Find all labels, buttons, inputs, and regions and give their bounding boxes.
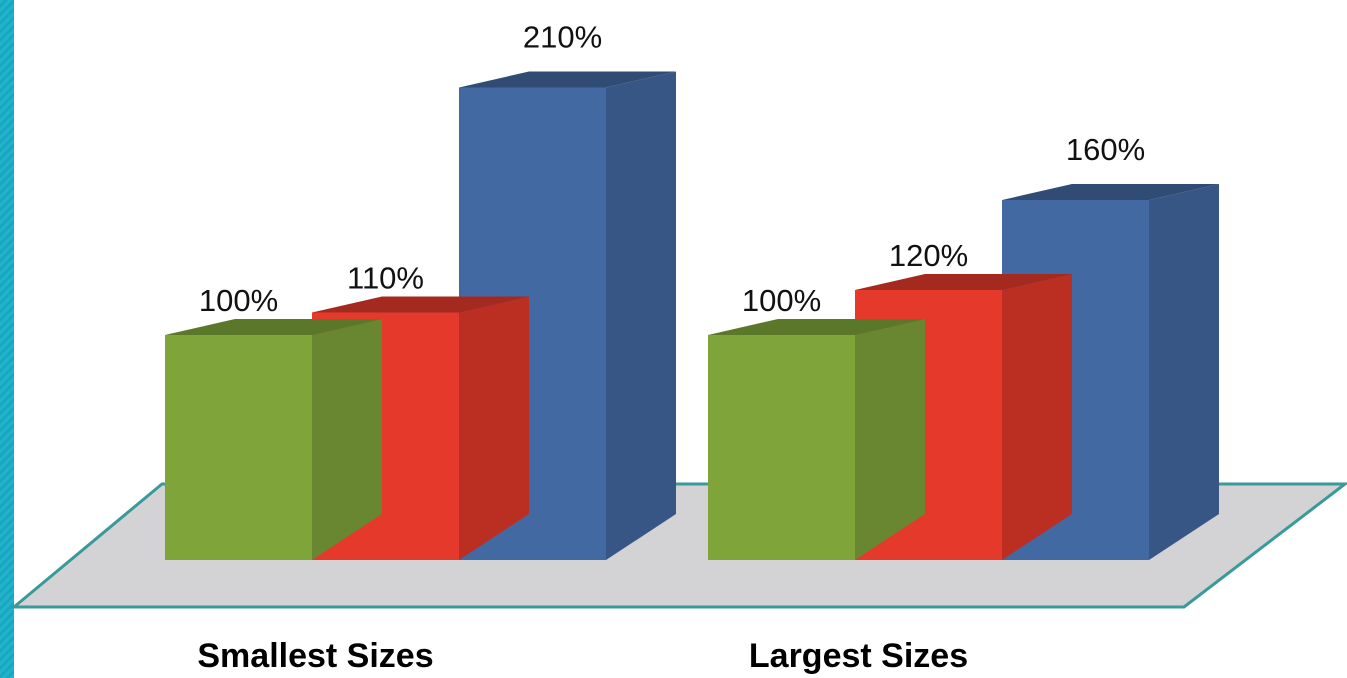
value-labels-group: 210% 110% 100% 160% 120% 100% <box>199 20 1145 319</box>
bar-top-face <box>1002 184 1219 200</box>
bar-value-label: 100% <box>199 283 278 318</box>
bar-value-label: 110% <box>347 261 424 296</box>
category-label: Largest Sizes <box>749 637 968 675</box>
category-labels-group: Smallest Sizes Largest Sizes <box>197 637 968 675</box>
bar-side-face <box>606 71 676 560</box>
bar <box>165 319 382 560</box>
bar-value-label: 210% <box>523 20 602 55</box>
bar-front-face <box>708 335 855 560</box>
bar <box>708 319 925 560</box>
bar-top-face <box>855 274 1072 290</box>
bar-top-face <box>708 319 925 335</box>
bar-value-label: 120% <box>889 238 968 273</box>
bar-top-face <box>459 71 676 88</box>
bar-value-label: 160% <box>1066 132 1145 167</box>
bar-side-face <box>1149 184 1219 560</box>
bar-front-face <box>165 335 312 560</box>
bar-side-face <box>1002 274 1072 560</box>
bar-top-face <box>165 319 382 335</box>
bar-side-face <box>855 319 925 560</box>
category-label: Smallest Sizes <box>197 637 433 675</box>
bar-value-label: 100% <box>742 283 821 318</box>
bar-side-face <box>459 296 529 560</box>
bar-side-face <box>312 319 382 560</box>
left-accent-stripe <box>0 0 14 678</box>
bar-top-face <box>312 296 529 313</box>
bars-group <box>165 71 1219 560</box>
